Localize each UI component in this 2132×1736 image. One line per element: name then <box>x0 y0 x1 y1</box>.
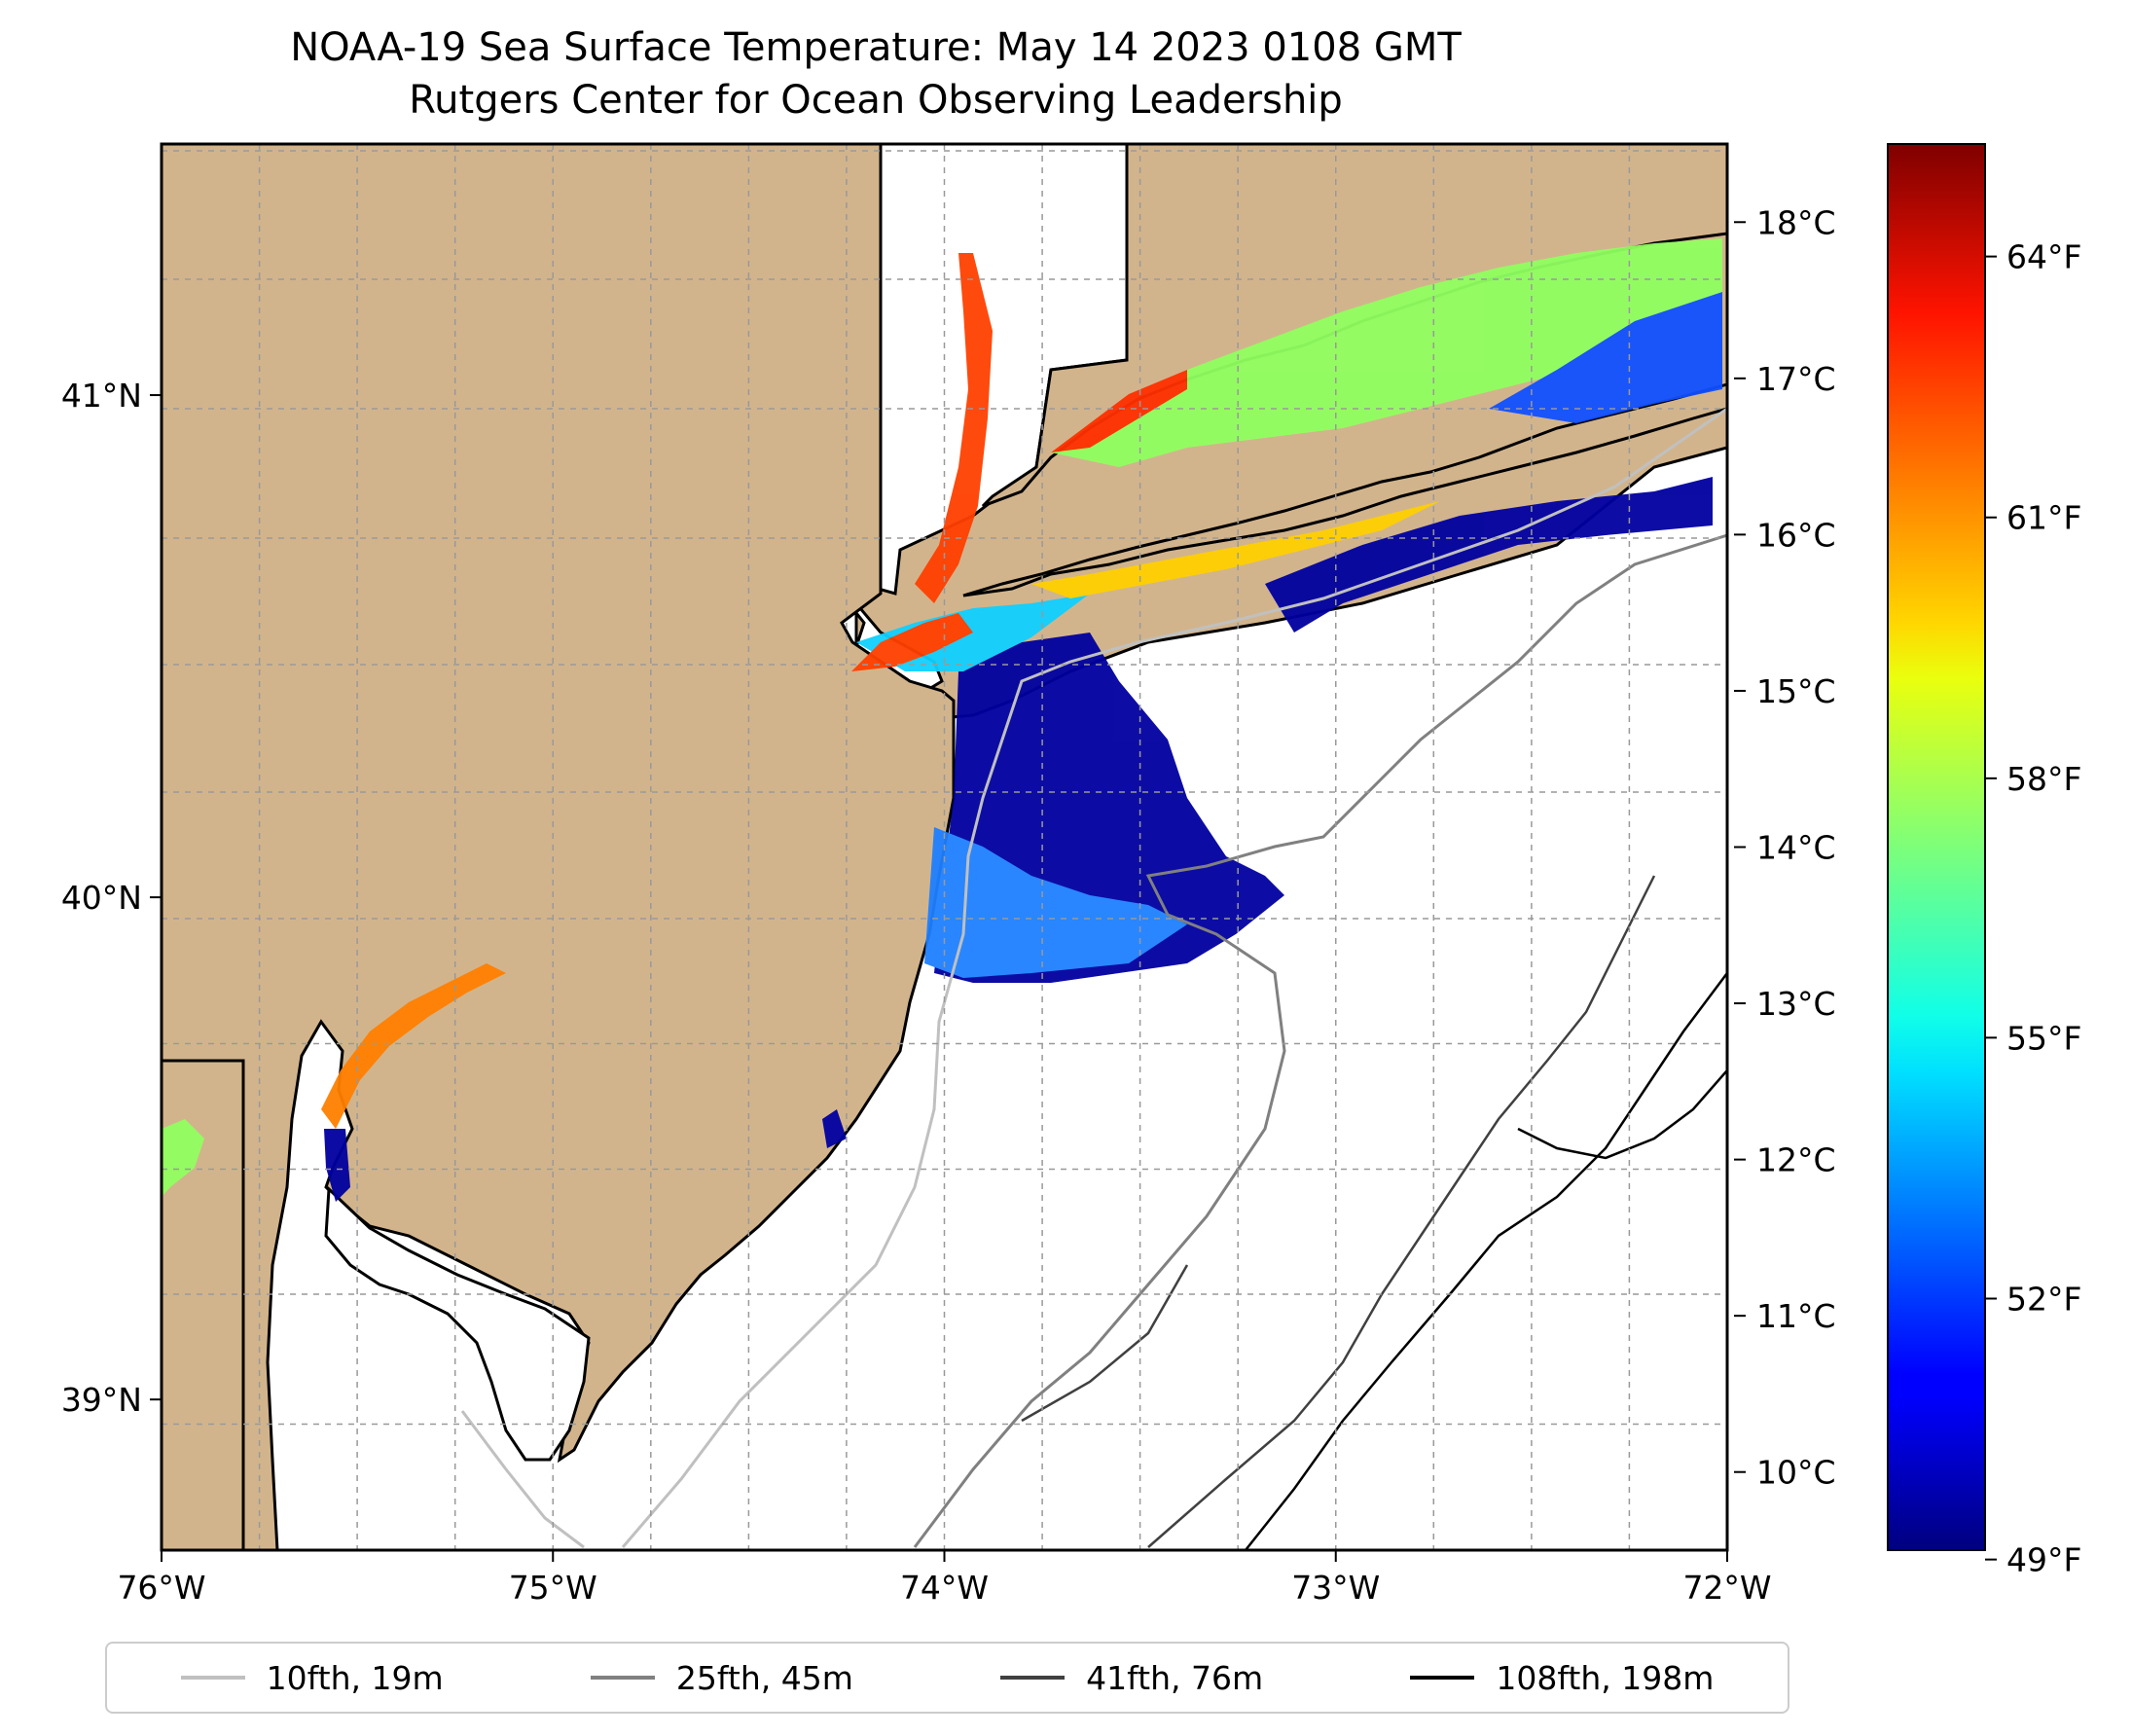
chart-title: NOAA-19 Sea Surface Temperature: May 14 … <box>290 25 1462 70</box>
legend: 10fth, 19m 25fth, 45m 41fth, 76m 108fth, 19… <box>105 1642 1789 1714</box>
legend-entry: 41fth, 76m <box>1000 1659 1263 1697</box>
sst-delaware-river-low <box>324 1129 350 1202</box>
x-tick-label: 75°W <box>509 1569 597 1607</box>
x-tick-label: 73°W <box>1291 1569 1380 1607</box>
y-axis: 41°N 40°N 39°N <box>61 377 162 1419</box>
sst-hudson <box>915 253 993 603</box>
celsius-tick-label: 18°C <box>1756 203 1836 241</box>
x-tick-label: 76°W <box>117 1569 205 1607</box>
sst-left-edge <box>162 1119 204 1197</box>
fahrenheit-tick-label: 64°F <box>2006 238 2081 276</box>
celsius-tick-label: 10°C <box>1756 1454 1836 1492</box>
legend-entry: 25fth, 45m <box>590 1658 853 1697</box>
celsius-tick-label: 15°C <box>1756 672 1836 710</box>
sst-offshore-patch <box>1265 477 1713 633</box>
legend-line-swatch <box>1410 1676 1475 1680</box>
sst-sound-blue <box>1489 292 1722 423</box>
chart-subtitle: Rutgers Center for Ocean Observing Leade… <box>409 78 1343 123</box>
sst-sound-south-warm <box>1031 501 1440 598</box>
sst-sound-green <box>1051 238 1722 467</box>
gridlines <box>162 144 1727 1550</box>
celsius-tick-label: 11°C <box>1756 1297 1836 1335</box>
x-tick-label: 72°W <box>1682 1569 1771 1607</box>
x-axis: 76°W 75°W 74°W 73°W 72°W <box>117 1550 1772 1607</box>
map-area <box>162 144 1727 1550</box>
fahrenheit-tick-label: 49°F <box>2006 1541 2081 1579</box>
x-tick-label: 74°W <box>900 1569 989 1607</box>
sst-warm-patch <box>851 613 973 671</box>
colorbar-fahrenheit-axis: 49°F 52°F 55°F 58°F 61°F 64°F <box>1985 238 2081 1579</box>
sst-nj-coast-south <box>822 1109 847 1148</box>
legend-line-swatch <box>180 1676 245 1680</box>
celsius-tick-label: 17°C <box>1756 360 1836 398</box>
legend-label: 108fth, 198m <box>1496 1658 1715 1697</box>
bathymetry-contours <box>460 407 1727 1550</box>
celsius-tick-label: 16°C <box>1756 516 1836 554</box>
legend-entry: 10fth, 19m <box>180 1658 444 1697</box>
legend-label: 25fth, 45m <box>675 1658 853 1697</box>
legend-line-swatch <box>590 1676 655 1680</box>
fahrenheit-tick-label: 58°F <box>2006 760 2081 798</box>
y-tick-label: 40°N <box>61 879 142 917</box>
sst-delaware-river <box>321 963 506 1129</box>
sst-patches <box>162 238 1722 1202</box>
colorbar-celsius-axis: 10°C 11°C 12°C 13°C 14°C 15°C 16°C 17°C 18°C <box>1734 203 1836 1492</box>
celsius-tick-label: 12°C <box>1756 1141 1836 1179</box>
sst-sound-edge-warm <box>1051 370 1187 452</box>
land-mainland <box>162 144 956 1550</box>
celsius-tick-label: 14°C <box>1756 829 1836 867</box>
legend-entry: 108fth, 198m <box>1410 1659 1714 1697</box>
fahrenheit-tick-label: 55°F <box>2006 1019 2081 1057</box>
y-tick-label: 39°N <box>61 1381 142 1419</box>
legend-label: 10fth, 19m <box>266 1658 444 1697</box>
delaware-bay <box>324 1185 591 1462</box>
fahrenheit-tick-label: 52°F <box>2006 1281 2081 1319</box>
contour-41fth <box>1021 875 1656 1548</box>
celsius-tick-label: 13°C <box>1756 985 1836 1023</box>
land-delaware <box>162 1059 245 1550</box>
legend-label: 41fth, 76m <box>1086 1658 1264 1697</box>
y-tick-label: 41°N <box>61 377 142 415</box>
legend-line-swatch <box>1000 1676 1066 1680</box>
fahrenheit-tick-label: 61°F <box>2006 499 2081 537</box>
colorbar <box>1887 143 1986 1551</box>
contour-10fth <box>460 407 1727 1549</box>
contour-25fth <box>913 533 1727 1548</box>
sst-blue-patch <box>924 827 1187 978</box>
